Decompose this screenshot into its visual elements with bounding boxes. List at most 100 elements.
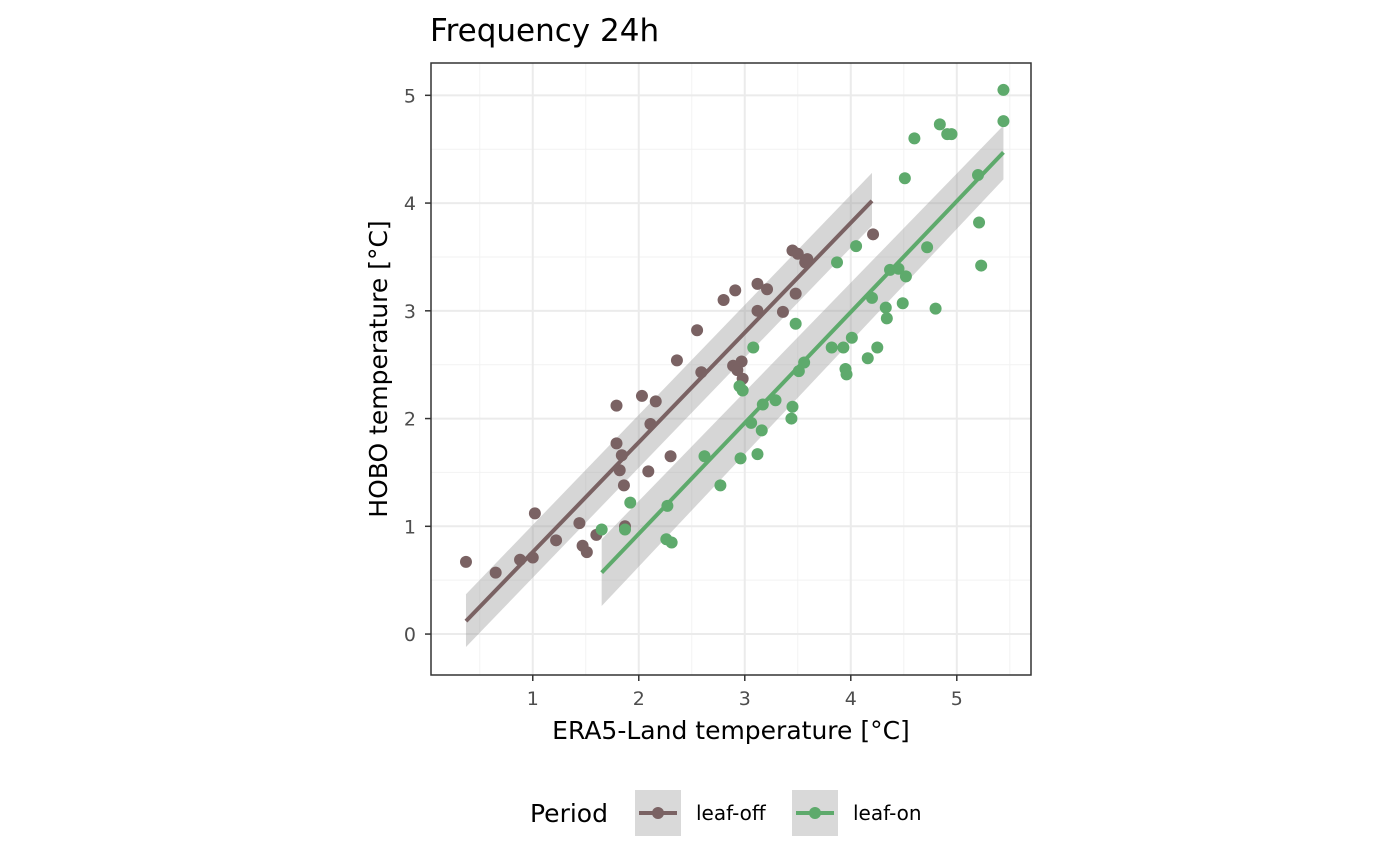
data-point: [892, 262, 905, 275]
data-point: [459, 555, 472, 568]
data-point: [610, 399, 623, 412]
data-point: [670, 354, 683, 367]
legend: Period leaf-off leaf-on: [530, 790, 922, 836]
data-point: [747, 341, 760, 354]
y-tick-label: 3: [404, 301, 416, 323]
data-point: [880, 312, 893, 325]
data-point: [929, 302, 942, 315]
data-point: [792, 365, 805, 378]
data-point: [635, 389, 648, 402]
data-point: [786, 400, 799, 413]
data-point: [714, 479, 727, 492]
legend-point-leaf-off: [652, 807, 664, 819]
data-point: [861, 352, 874, 365]
x-tick-label: 3: [739, 688, 751, 710]
data-point: [550, 534, 563, 547]
data-point: [755, 424, 768, 437]
data-point: [798, 356, 811, 369]
data-point: [695, 366, 708, 379]
data-point: [691, 324, 704, 337]
legend-label-leaf-off: leaf-off: [696, 801, 767, 825]
data-point: [879, 301, 892, 314]
legend-items: leaf-off leaf-on: [635, 790, 922, 836]
data-point: [751, 448, 764, 461]
data-point: [945, 128, 958, 141]
data-point: [845, 331, 858, 344]
data-point: [615, 449, 628, 462]
data-point: [751, 304, 764, 317]
data-point: [933, 118, 946, 131]
data-point: [624, 496, 637, 509]
data-point: [661, 499, 674, 512]
y-tick-label: 0: [404, 624, 416, 646]
data-point: [717, 294, 730, 307]
x-axis-title: ERA5-Land temperature [°C]: [552, 716, 910, 745]
data-point: [789, 317, 802, 330]
data-point: [908, 132, 921, 145]
x-tick-label: 1: [527, 688, 539, 710]
data-point: [642, 465, 655, 478]
data-point: [831, 256, 844, 269]
data-point: [595, 523, 608, 536]
data-point: [837, 341, 850, 354]
panel-border: [430, 62, 1032, 676]
data-point: [921, 241, 934, 254]
data-point: [729, 284, 742, 297]
data-point: [896, 297, 909, 310]
data-point: [997, 83, 1010, 96]
data-point: [871, 341, 884, 354]
data-point: [698, 450, 711, 463]
y-tick-label: 4: [404, 193, 416, 215]
chart-title: Frequency 24h: [430, 13, 659, 49]
legend-title: Period: [530, 799, 608, 828]
x-tick-label: 2: [633, 688, 645, 710]
data-point: [745, 416, 758, 429]
data-point: [761, 283, 774, 296]
y-tick-label: 5: [404, 85, 416, 107]
y-axis-title: HOBO temperature [°C]: [364, 220, 393, 517]
data-point: [649, 395, 662, 408]
data-point: [751, 277, 764, 290]
data-point: [756, 398, 769, 411]
data-point: [580, 546, 593, 559]
plot-panel: 1 2 3 4 5 0 1 2 3 4 5: [404, 62, 1032, 710]
data-point: [867, 228, 880, 241]
data-point: [975, 259, 988, 272]
data-point: [850, 240, 863, 253]
data-point: [801, 253, 814, 266]
data-point: [736, 384, 749, 397]
legend-point-leaf-on: [809, 807, 821, 819]
data-point: [573, 517, 586, 530]
data-point: [613, 464, 626, 477]
data-point: [785, 412, 798, 425]
data-point: [644, 417, 657, 430]
data-point: [865, 291, 878, 304]
data-point: [997, 115, 1010, 128]
data-point: [618, 523, 631, 536]
data-point: [665, 536, 678, 549]
data-point: [664, 450, 677, 463]
data-point: [898, 172, 911, 185]
data-point: [514, 553, 527, 566]
data-point: [973, 216, 986, 229]
data-point: [825, 341, 838, 354]
data-point: [791, 247, 804, 260]
data-point: [971, 169, 984, 182]
data-point: [769, 394, 782, 407]
data-point: [489, 566, 502, 579]
x-tick-label: 4: [845, 688, 857, 710]
regression-line: [464, 199, 874, 623]
data-point: [610, 437, 623, 450]
legend-label-leaf-on: leaf-on: [853, 801, 922, 825]
y-tick-label: 1: [404, 516, 416, 538]
x-tick-label: 5: [951, 688, 963, 710]
data-point: [735, 355, 748, 368]
data-point: [526, 551, 539, 564]
y-tick-label: 2: [404, 409, 416, 431]
data-point: [899, 270, 912, 283]
data-point: [840, 368, 853, 381]
data-point: [617, 479, 630, 492]
data-point: [528, 507, 541, 520]
data-point: [789, 287, 802, 300]
